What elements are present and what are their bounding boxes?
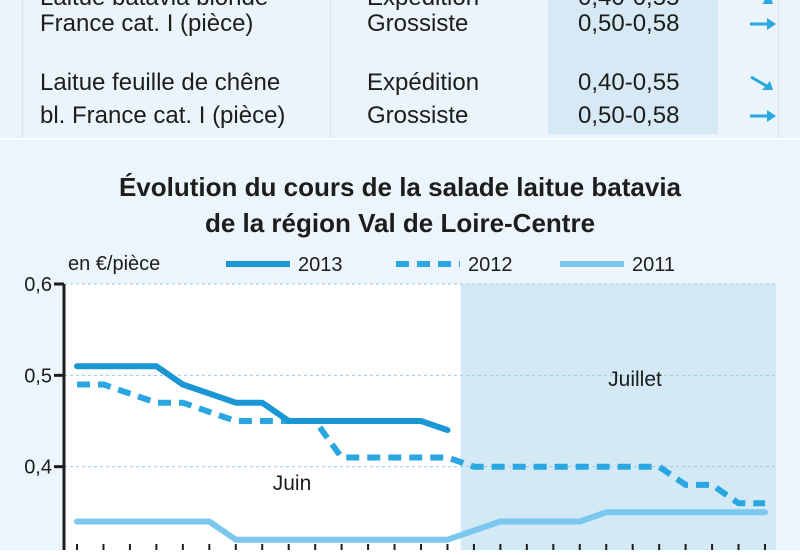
price-cell: 0,50-0,58 bbox=[578, 10, 680, 37]
month-labels: Juin Juillet bbox=[273, 368, 662, 495]
y-axis-ticks: 0,60,50,40,3 bbox=[24, 274, 64, 555]
series-lines bbox=[74, 363, 768, 543]
price-cell: 0,40-0,55 bbox=[578, 69, 680, 96]
product-cell: France cat. I (pièce) bbox=[40, 10, 254, 37]
table-rule bbox=[330, 0, 331, 138]
legend-label: 2013 bbox=[298, 254, 343, 276]
price-chart: Évolution du cours de la salade laitue b… bbox=[0, 140, 800, 555]
price-cell: 0,40-0,55 bbox=[578, 0, 679, 10]
product-cell: bl. France cat. I (pièce) bbox=[40, 102, 286, 129]
y-axis-unit-label: en €/pièce bbox=[68, 253, 160, 275]
series-line-2013 bbox=[74, 363, 451, 434]
month-band-juillet bbox=[460, 284, 776, 550]
chart-legend: 2013 2012 2011 bbox=[226, 254, 675, 276]
month-label: Juin bbox=[273, 472, 312, 495]
product-cell: Laitue batavia blonde bbox=[40, 0, 268, 10]
trend-stable-arrow-icon bbox=[750, 18, 776, 30]
table-row: France cat. I (pièce) Grossiste 0,50-0,5… bbox=[0, 12, 800, 36]
table-row: bl. France cat. I (pièce) Grossiste 0,50… bbox=[0, 104, 800, 128]
x-axis-ticks bbox=[76, 544, 766, 550]
trend-down-arrow-icon bbox=[750, 75, 773, 90]
price-table: Laitue batavia blonde Expédition 0,40-0,… bbox=[0, 0, 800, 140]
chart-title-line-1: Évolution du cours de la salade laitue b… bbox=[119, 172, 682, 202]
stage-cell: Expédition bbox=[367, 69, 480, 96]
legend-label: 2012 bbox=[468, 254, 513, 276]
trend-down-arrow-icon bbox=[762, 0, 773, 4]
product-cell: Laitue feuille de chêne bbox=[40, 69, 281, 96]
y-tick-label: 0,6 bbox=[24, 274, 52, 296]
table-row: Laitue batavia blonde Expédition 0,40-0,… bbox=[0, 0, 800, 10]
series-line-2011 bbox=[74, 509, 768, 543]
price-chart-svg: Évolution du cours de la salade laitue b… bbox=[24, 172, 776, 555]
table-rule bbox=[778, 0, 779, 138]
grid-lines bbox=[64, 283, 776, 468]
table-rule bbox=[22, 0, 23, 138]
trend-stable-arrow-icon bbox=[750, 110, 776, 122]
series-line-2012 bbox=[77, 381, 765, 507]
y-tick-label: 0,5 bbox=[24, 365, 52, 387]
price-column-band bbox=[548, 0, 718, 134]
stage-cell: Grossiste bbox=[367, 10, 469, 37]
month-label: Juillet bbox=[608, 368, 662, 391]
stage-cell: Expédition bbox=[367, 0, 479, 10]
stage-cell: Grossiste bbox=[367, 102, 469, 129]
table-row: Laitue feuille de chêne Expédition 0,40-… bbox=[0, 71, 800, 95]
price-cell: 0,50-0,58 bbox=[578, 102, 680, 129]
chart-title-line-2: de la région Val de Loire-Centre bbox=[205, 208, 595, 238]
legend-label: 2011 bbox=[632, 254, 675, 276]
y-tick-label: 0,4 bbox=[24, 457, 52, 479]
